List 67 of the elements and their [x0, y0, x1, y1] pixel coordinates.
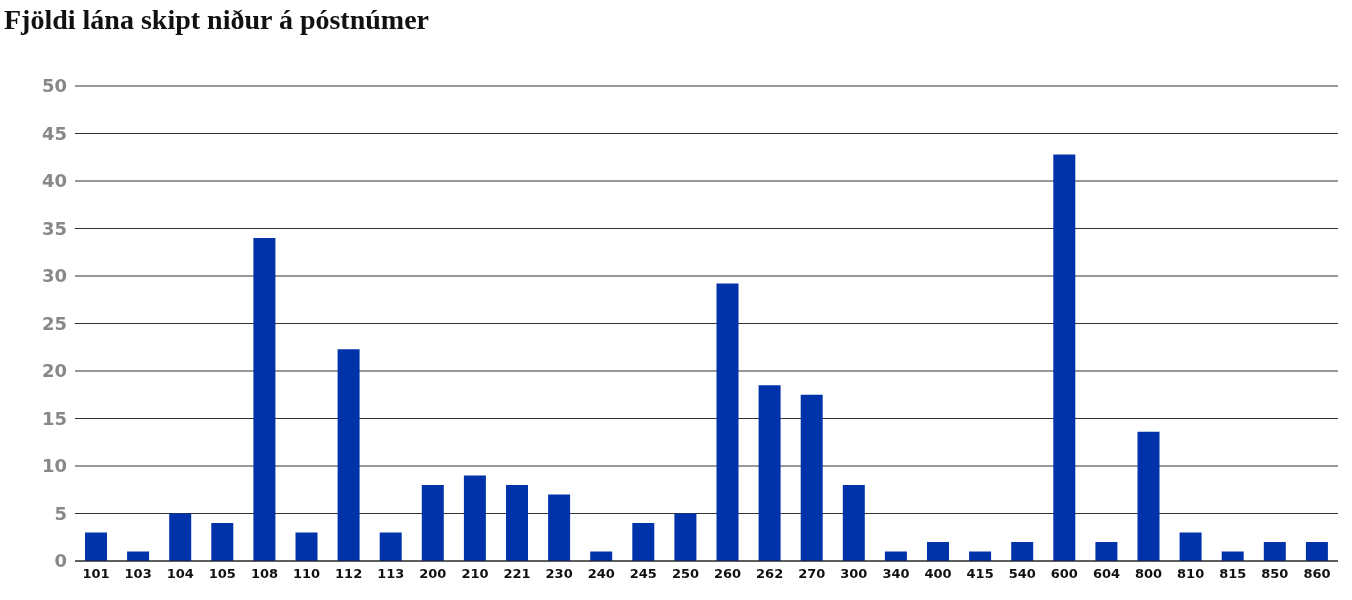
- bar: [632, 523, 655, 561]
- x-tick-label: 600: [1050, 566, 1078, 582]
- bar: [85, 532, 107, 561]
- x-tick-label: 112: [335, 566, 363, 582]
- x-tick-label: 540: [1008, 566, 1036, 582]
- bar: [548, 494, 571, 561]
- x-tick-label: 850: [1261, 566, 1289, 582]
- bar: [1263, 542, 1286, 561]
- y-tick-label: 50: [41, 75, 67, 97]
- x-tick-label: 300: [840, 566, 868, 582]
- x-tick-label: 270: [798, 566, 826, 582]
- x-tick-label: 860: [1303, 566, 1331, 582]
- bar: [421, 485, 444, 561]
- x-tick-label: 800: [1134, 566, 1163, 582]
- x-tick-label: 260: [713, 566, 742, 582]
- x-tick-label: 221: [503, 566, 531, 582]
- x-tick-label: 113: [377, 566, 405, 582]
- bar: [674, 513, 697, 561]
- x-tick-label: 108: [250, 566, 279, 582]
- x-tick-label: 400: [924, 566, 952, 582]
- bar: [295, 532, 318, 561]
- x-tick-label: 250: [671, 566, 700, 582]
- x-tick-label: 262: [756, 566, 784, 582]
- x-tick-label: 230: [545, 566, 573, 582]
- bar: [1137, 431, 1160, 561]
- y-tick-label: 15: [41, 407, 67, 429]
- x-tick-label: 110: [292, 566, 321, 582]
- x-tick-label: 101: [82, 566, 110, 582]
- x-tick-label: 415: [966, 566, 994, 582]
- bar: [1011, 542, 1034, 561]
- x-tick-label: 200: [419, 566, 447, 582]
- x-tick-label: 103: [124, 566, 152, 582]
- x-tick-label: 104: [166, 566, 194, 582]
- bar: [1095, 542, 1118, 561]
- bar: [1179, 532, 1202, 561]
- x-tick-label: 810: [1177, 566, 1205, 582]
- y-tick-label: 0: [54, 550, 67, 572]
- y-tick-label: 20: [41, 360, 67, 382]
- x-tick-label: 240: [587, 566, 615, 582]
- bar: [1305, 542, 1328, 561]
- x-tick-label: 210: [461, 566, 489, 582]
- bar: [379, 532, 402, 561]
- bar: [927, 542, 949, 561]
- bar: [842, 485, 865, 561]
- y-tick-label: 45: [41, 122, 67, 144]
- bar: [800, 394, 823, 561]
- bar: [169, 513, 192, 561]
- x-tick-label: 340: [882, 566, 910, 582]
- bar: [506, 485, 528, 561]
- bar: [253, 238, 276, 561]
- x-tick-label: 604: [1092, 566, 1121, 582]
- x-tick-label: 245: [629, 566, 657, 582]
- bar: [211, 523, 234, 561]
- y-tick-label: 5: [54, 502, 67, 524]
- bar: [758, 385, 781, 561]
- y-tick-label: 30: [41, 265, 67, 287]
- bar: [1053, 154, 1076, 561]
- bar: [337, 349, 360, 561]
- y-tick-label: 35: [41, 217, 67, 239]
- y-tick-label: 10: [41, 455, 67, 477]
- chart-title: Fjöldi lána skipt niður á póstnúmer: [4, 4, 431, 36]
- bar: [716, 283, 739, 561]
- y-tick-label: 40: [41, 170, 67, 192]
- y-tick-label: 25: [41, 312, 67, 334]
- bar: [463, 475, 486, 561]
- x-tick-label: 105: [208, 566, 236, 582]
- x-tick-label: 815: [1219, 566, 1247, 582]
